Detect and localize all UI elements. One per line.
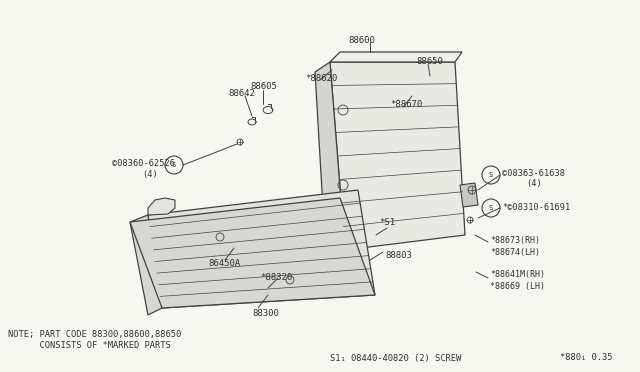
- Text: ©08363-61638: ©08363-61638: [502, 169, 565, 177]
- Polygon shape: [130, 198, 375, 308]
- Text: 88300: 88300: [252, 310, 279, 318]
- Text: *88620: *88620: [305, 74, 337, 83]
- Text: *88674(LH): *88674(LH): [490, 247, 540, 257]
- Text: *88673(RH): *88673(RH): [490, 235, 540, 244]
- Text: CONSISTS OF *MARKED PARTS: CONSISTS OF *MARKED PARTS: [8, 341, 171, 350]
- Text: *88670: *88670: [390, 99, 422, 109]
- Polygon shape: [148, 190, 375, 308]
- Polygon shape: [330, 62, 465, 250]
- Polygon shape: [130, 215, 162, 315]
- Text: *©08310-61691: *©08310-61691: [502, 202, 570, 212]
- Text: NOTE; PART CODE 88300,88600,88650: NOTE; PART CODE 88300,88600,88650: [8, 330, 181, 339]
- Text: S: S: [172, 162, 176, 168]
- Text: ©08360-62526: ©08360-62526: [112, 158, 175, 167]
- Text: *S1: *S1: [379, 218, 395, 227]
- Text: *880₁ 0.35: *880₁ 0.35: [560, 353, 612, 362]
- Polygon shape: [460, 183, 478, 207]
- Text: 88600: 88600: [348, 35, 375, 45]
- Text: (4): (4): [142, 170, 157, 179]
- Polygon shape: [315, 62, 345, 250]
- Text: 86450A: 86450A: [208, 260, 240, 269]
- Text: 88605: 88605: [250, 81, 277, 90]
- Text: *88320: *88320: [260, 273, 292, 282]
- Text: *88641M(RH): *88641M(RH): [490, 269, 545, 279]
- Text: (4): (4): [526, 179, 541, 187]
- Text: S: S: [489, 205, 493, 211]
- Text: *88669 (LH): *88669 (LH): [490, 282, 545, 291]
- Text: S1₁ 08440-40820 (2) SCREW: S1₁ 08440-40820 (2) SCREW: [330, 353, 461, 362]
- Text: 88803: 88803: [385, 251, 412, 260]
- Polygon shape: [330, 52, 462, 62]
- Polygon shape: [148, 198, 175, 215]
- Text: S: S: [489, 172, 493, 178]
- Text: 88642: 88642: [228, 89, 255, 97]
- Text: 88650: 88650: [416, 57, 443, 65]
